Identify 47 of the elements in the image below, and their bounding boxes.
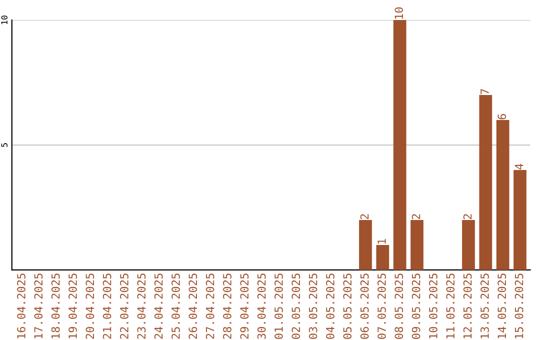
bar — [410, 220, 424, 270]
data-label: 6 — [498, 114, 506, 120]
data-label: 2 — [463, 214, 472, 220]
bar — [479, 95, 492, 270]
x-tick-label: 07.05.2025 — [378, 274, 386, 339]
x-tick-label: 21.04.2025 — [102, 274, 112, 339]
x-tick-label: 17.04.2025 — [34, 274, 43, 338]
data-label: 2 — [412, 214, 420, 220]
data-label: 2 — [360, 214, 369, 220]
x-tick-label: 29.04.2025 — [240, 274, 249, 339]
x-tick-label: 23.04.2025 — [137, 274, 146, 339]
x-tick-label: 03.05.2025 — [308, 274, 318, 339]
x-tick-label: 30.04.2025 — [257, 274, 266, 339]
bar — [393, 20, 406, 270]
x-tick-label: 02.05.2025 — [292, 274, 300, 339]
y-tick-label: 5 — [1, 143, 8, 147]
x-tick-label: 20.04.2025 — [86, 274, 94, 339]
x-tick-label: 06.05.2025 — [360, 274, 369, 339]
x-tick-label: 15.05.2025 — [514, 274, 524, 338]
x-tick-label: 28.04.2025 — [223, 274, 232, 339]
data-label: 1 — [378, 239, 386, 244]
x-tick-label: 18.04.2025 — [51, 274, 60, 338]
x-tick-label: 08.05.2025 — [394, 274, 404, 339]
data-label: 10 — [394, 7, 404, 19]
x-tick-label: 19.04.2025 — [68, 274, 77, 338]
x-tick-label: 26.04.2025 — [188, 274, 198, 339]
data-label: 7 — [480, 89, 489, 94]
x-tick-label: 01.05.2025 — [274, 274, 283, 339]
x-tick-label: 09.05.2025 — [412, 274, 420, 339]
bar — [496, 120, 510, 270]
x-tick-label: 25.04.2025 — [172, 274, 180, 339]
data-label: 4 — [514, 164, 524, 170]
x-tick-label: 24.04.2025 — [154, 274, 163, 339]
bar — [359, 220, 372, 270]
x-tick-label: 05.05.2025 — [343, 274, 352, 339]
bar — [514, 170, 526, 270]
x-tick-label: 10.05.2025 — [429, 274, 438, 338]
x-tick-label: 11.05.2025 — [446, 274, 455, 338]
bar — [376, 244, 390, 270]
bar — [462, 220, 475, 270]
x-tick-label: 13.05.2025 — [480, 274, 489, 338]
x-tick-label: 16.04.2025 — [17, 274, 26, 338]
x-tick-label: 27.04.2025 — [206, 274, 214, 339]
x-tick-label: 12.05.2025 — [463, 274, 472, 338]
x-tick-label: 22.04.2025 — [120, 274, 128, 339]
x-tick-label: 04.05.2025 — [326, 274, 334, 339]
x-tick-label: 14.05.2025 — [498, 274, 506, 338]
